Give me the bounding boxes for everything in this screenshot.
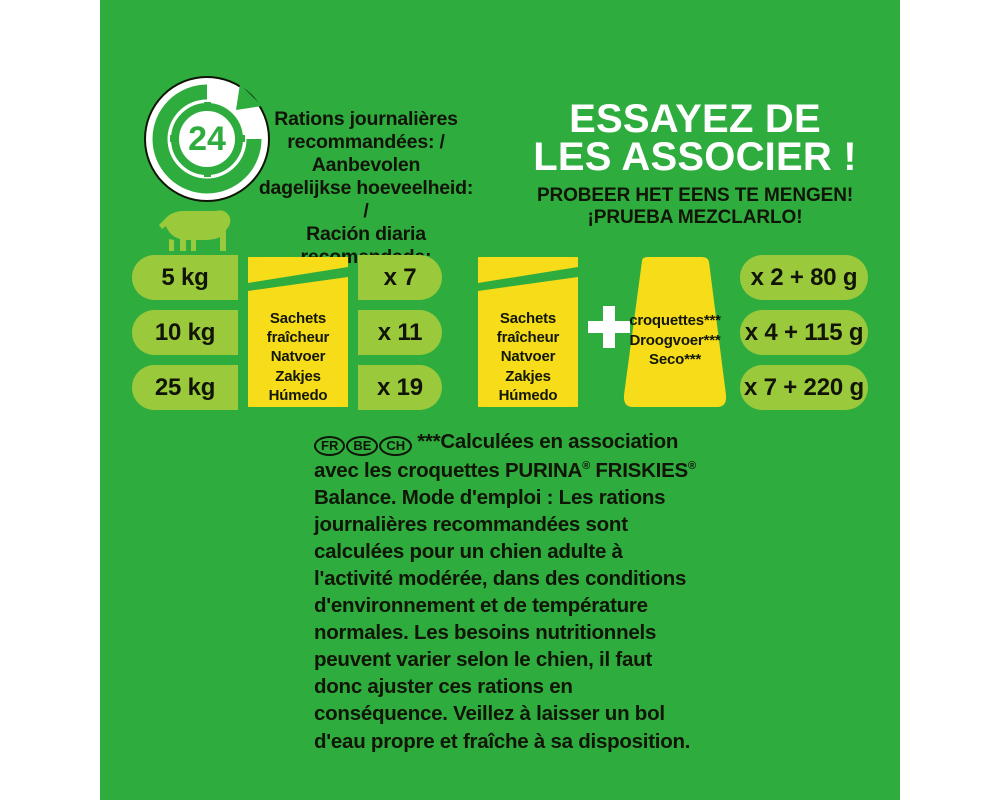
subhead-line-2: ¡PRUEBA MEZCLARLO! (587, 207, 803, 229)
headline-block: ESSAYEZ DE LES ASSOCIER ! PROBEER HET EE… (500, 97, 890, 230)
pouch2-label-line-2: fraîcheur (496, 329, 560, 347)
footnote-registered-2: ® (687, 460, 696, 473)
wet-count-pill-1: x 7 (358, 255, 442, 300)
kibble-label-line-2: Droogvoer*** (629, 331, 721, 349)
pouch-label-line-4: Húmedo (268, 386, 328, 404)
kibble-label-line-1: croquettes*** (629, 312, 721, 329)
wet-food-pouch-2-label: Sachets fraîcheur Natvoer Zakjes Húmedo (478, 309, 578, 405)
weight-pill-2: 10 kg (132, 310, 238, 355)
pouch-label-line-2: fraîcheur (266, 329, 330, 347)
footnote-usage-label: Mode d'emploi : (401, 486, 554, 510)
dry-food-bag-label: croquettes*** Droogvoer*** Seco*** (622, 311, 728, 370)
clock-24h-icon: 24 (144, 76, 270, 202)
pouch2-label-line-4: Húmedo (498, 386, 558, 404)
rations-label-line-2: recommandées: / (287, 131, 445, 153)
footnote-registered-1: ® (582, 460, 590, 473)
wet-food-pouch-1-label: Sachets fraîcheur Natvoer Zakjes Húmedo (248, 309, 348, 405)
footnote-part-4: Les rations journalières recommandées so… (314, 486, 691, 753)
footnote-part-1: ***Calculées en association avec les cro… (314, 430, 679, 483)
footnote-part-3: Balance. (314, 486, 402, 510)
country-badge-fr: FR (314, 436, 346, 456)
pouch2-label-line-3: Natvoer Zakjes (500, 348, 556, 385)
plus-icon (586, 304, 632, 350)
mixed-count-pill-2: x 4 + 115 g (740, 310, 868, 355)
pouch-label-line-1: Sachets (269, 310, 327, 327)
pouch-label-line-3: Natvoer Zakjes (270, 348, 326, 385)
dog-silhouette-icon (156, 207, 240, 259)
weight-pill-3: 25 kg (132, 365, 238, 410)
rations-label-line-4: dagelijkse hoeveelheid: / (258, 177, 474, 222)
dry-food-bag: croquettes*** Droogvoer*** Seco*** (622, 257, 728, 407)
wet-count-pill-3: x 19 (358, 365, 442, 410)
kibble-label-line-3: Seco*** (649, 351, 701, 368)
rations-label-line-3: Aanbevolen (311, 154, 421, 176)
rations-label-line-1: Rations journalières (274, 108, 458, 130)
footnote-part-2: FRISKIES (589, 459, 688, 483)
wet-count-pill-2: x 11 (358, 310, 442, 355)
mixed-count-pill-1: x 2 + 80 g (740, 255, 868, 300)
headline-line-1: ESSAYEZ DE (569, 97, 821, 141)
wet-food-pouch-2: Sachets fraîcheur Natvoer Zakjes Húmedo (478, 257, 578, 407)
country-badge-ch: CH (379, 436, 413, 456)
weight-pill-1: 5 kg (132, 255, 238, 300)
country-badge-be: BE (346, 436, 379, 456)
pouch2-label-line-1: Sachets (499, 310, 557, 327)
wet-food-pouch-1: Sachets fraîcheur Natvoer Zakjes Húmedo (248, 257, 348, 407)
footnote-text: FR BE CH ***Calculées en association avec l… (314, 428, 704, 755)
country-badge-group: FR BE CH (314, 430, 413, 457)
mixed-count-pill-3: x 7 + 220 g (740, 365, 868, 410)
rations-label: Rations journalières recommandées: / Aan… (258, 108, 474, 269)
headline-line-2: LES ASSOCIER ! (533, 135, 857, 180)
subhead-line-1: PROBEER HET EENS TE MENGEN! (536, 184, 854, 206)
clock-value-text: 24 (188, 120, 226, 158)
